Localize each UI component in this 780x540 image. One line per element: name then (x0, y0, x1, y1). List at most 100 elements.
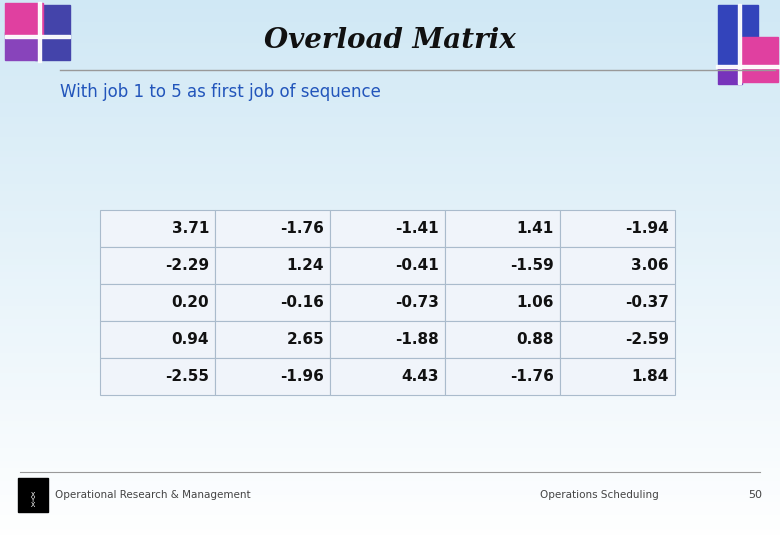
Bar (0, 444, 780, 453)
Text: -2.59: -2.59 (625, 332, 669, 347)
Bar (215, 321, 330, 358)
Bar (0, 174, 780, 183)
Text: X: X (31, 492, 35, 498)
Bar (445, 247, 560, 284)
Text: 0.94: 0.94 (172, 332, 209, 347)
Bar (100, 210, 215, 247)
Bar (215, 358, 330, 395)
Bar (0, 451, 780, 459)
Bar (215, 284, 330, 321)
Bar (0, 53, 780, 60)
Bar (560, 284, 675, 321)
Bar (0, 154, 780, 162)
Bar (445, 358, 560, 395)
Bar (0, 242, 780, 249)
Bar (0, 309, 780, 317)
Bar (0, 255, 780, 263)
Bar (0, 498, 780, 507)
Text: Overload Matrix: Overload Matrix (264, 26, 516, 53)
Text: 1.24: 1.24 (286, 258, 324, 273)
Bar (0, 390, 780, 399)
Bar (0, 404, 780, 411)
Bar (0, 471, 780, 480)
Text: X: X (31, 502, 35, 508)
Bar (330, 247, 445, 284)
Bar (0, 228, 780, 237)
Bar (0, 282, 780, 291)
Bar (100, 321, 215, 358)
Bar (0, 289, 780, 297)
Bar (0, 249, 780, 256)
Bar (560, 358, 675, 395)
Text: -0.37: -0.37 (625, 295, 669, 310)
Bar (718, 5, 758, 70)
Bar (0, 363, 780, 372)
Text: 1.41: 1.41 (516, 221, 554, 236)
Bar (0, 208, 780, 216)
Bar (5, 32, 40, 60)
Bar (215, 247, 330, 284)
Bar (0, 195, 780, 202)
Bar (100, 247, 215, 284)
Bar (0, 336, 780, 345)
Text: -1.76: -1.76 (510, 369, 554, 384)
Bar (0, 60, 780, 68)
Bar (0, 134, 780, 141)
Bar (0, 73, 780, 81)
Bar (0, 424, 780, 432)
Bar (0, 397, 780, 405)
Bar (0, 12, 780, 20)
Bar (738, 4, 741, 84)
Bar (0, 120, 780, 128)
Bar (0, 80, 780, 87)
Bar (0, 276, 780, 284)
Bar (0, 262, 780, 270)
Text: With job 1 to 5 as first job of sequence: With job 1 to 5 as first job of sequence (59, 83, 381, 101)
Bar (330, 284, 445, 321)
Bar (0, 66, 780, 74)
Bar (0, 201, 780, 209)
Bar (330, 210, 445, 247)
Bar (0, 93, 780, 102)
Bar (0, 384, 780, 392)
Text: -2.55: -2.55 (165, 369, 209, 384)
Bar (0, 438, 780, 446)
Text: 50: 50 (748, 490, 762, 500)
Bar (0, 411, 780, 418)
Bar (38, 2, 41, 62)
Bar (0, 87, 780, 94)
Bar (560, 247, 675, 284)
Text: Operations Scheduling: Operations Scheduling (540, 490, 659, 500)
Bar (560, 321, 675, 358)
Text: 0.20: 0.20 (172, 295, 209, 310)
Bar (0, 343, 780, 351)
Text: Y: Y (31, 497, 35, 503)
Text: 3.71: 3.71 (172, 221, 209, 236)
Bar (0, 127, 780, 135)
Bar (0, 33, 780, 40)
Text: -1.88: -1.88 (395, 332, 439, 347)
Bar (35, 5, 70, 60)
Bar (0, 431, 780, 438)
Bar (0, 222, 780, 230)
Bar (0, 46, 780, 54)
Bar (0, 114, 780, 122)
Text: 4.43: 4.43 (402, 369, 439, 384)
Bar (0, 19, 780, 27)
Bar (330, 358, 445, 395)
Bar (0, 181, 780, 189)
Bar (330, 321, 445, 358)
Text: -1.41: -1.41 (395, 221, 439, 236)
Text: 2.65: 2.65 (286, 332, 324, 347)
Bar (0, 107, 780, 115)
Bar (0, 100, 780, 108)
Bar (0, 350, 780, 357)
Bar (0, 370, 780, 378)
Bar (0, 316, 780, 324)
Bar (0, 532, 780, 540)
Text: -0.41: -0.41 (395, 258, 439, 273)
Text: -0.16: -0.16 (280, 295, 324, 310)
Bar (0, 188, 780, 195)
Bar (560, 210, 675, 247)
Text: 1.06: 1.06 (516, 295, 554, 310)
